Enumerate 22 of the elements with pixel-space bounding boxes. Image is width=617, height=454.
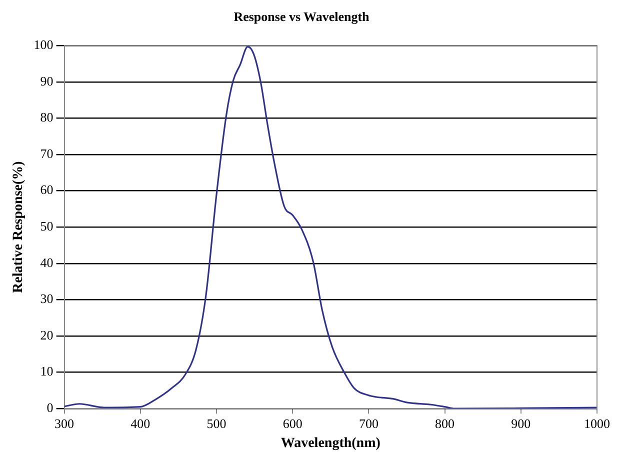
y-tick-label: 30 [40,291,54,306]
x-tick-label: 300 [54,416,74,431]
y-tick-label: 20 [40,327,54,342]
x-tick-label: 400 [130,416,150,431]
y-tick-label: 10 [40,364,54,379]
x-tick-label: 600 [282,416,302,431]
x-tick-label: 1000 [584,416,610,431]
x-tick-label: 700 [358,416,378,431]
y-tick-label: 100 [34,37,54,52]
x-tick-label: 500 [206,416,226,431]
y-tick-label: 70 [40,146,54,161]
chart-title: Response vs Wavelength [234,9,370,24]
x-tick-label: 800 [435,416,455,431]
y-tick-label: 90 [40,73,54,88]
y-axis-title: Relative Response(%) [11,160,26,294]
y-tick-label: 50 [40,218,54,234]
y-tick-label: 40 [40,254,54,270]
x-tick-label: 900 [511,416,531,431]
y-tick-label: 60 [40,182,54,198]
y-tick-label: 80 [40,110,54,125]
y-tick-label: 0 [46,400,54,416]
x-axis-title: Wavelength(nm) [280,436,381,452]
